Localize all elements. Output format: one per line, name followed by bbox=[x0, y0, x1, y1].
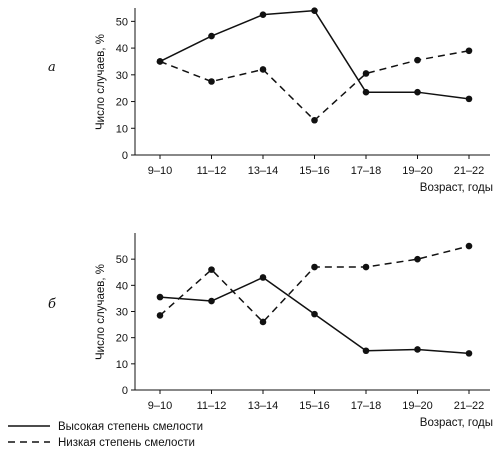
data-point bbox=[156, 58, 164, 65]
data-point bbox=[414, 88, 421, 96]
panel-title: а bbox=[48, 60, 56, 75]
x-tick-label: 15–16 bbox=[299, 400, 330, 412]
data-point bbox=[362, 263, 370, 271]
data-point bbox=[414, 56, 421, 64]
data-point bbox=[259, 11, 267, 18]
data-point bbox=[362, 347, 370, 355]
chart-panel-a: а 0 10 20 30 40 50 9–10 11–12 13–14 15–16 17–18 19–2… bbox=[48, 7, 493, 194]
x-axis-label: Возраст, годы bbox=[420, 417, 493, 429]
y-tick-label: 40 bbox=[116, 43, 128, 55]
x-tick-label: 17–18 bbox=[351, 400, 382, 412]
y-tick-label: 50 bbox=[116, 254, 128, 266]
data-point bbox=[465, 95, 473, 103]
data-point bbox=[156, 312, 164, 319]
data-point bbox=[259, 318, 267, 326]
y-tick-label: 10 bbox=[116, 359, 128, 371]
data-point bbox=[362, 70, 370, 77]
data-point bbox=[414, 255, 421, 263]
x-tick-label: 19–20 bbox=[402, 400, 433, 412]
x-tick-label: 9–10 bbox=[148, 165, 172, 177]
y-axis-label: Число случаев, % bbox=[95, 264, 107, 360]
chart-panel-b: б 0 10 20 30 40 50 9–10 11–12 13–14 15–16 17–18 19–2… bbox=[48, 233, 493, 429]
data-point bbox=[259, 274, 267, 281]
legend-label-high: Высокая степень смелости bbox=[58, 421, 203, 433]
data-point bbox=[208, 32, 215, 40]
series-line-low bbox=[159, 50, 470, 122]
data-point bbox=[311, 310, 318, 318]
x-tick-label: 13–14 bbox=[248, 400, 279, 412]
data-point bbox=[208, 297, 215, 305]
data-point bbox=[465, 350, 473, 357]
x-tick-label: 9–10 bbox=[148, 400, 172, 412]
y-tick-label: 40 bbox=[116, 280, 128, 292]
x-tick-label: 13–14 bbox=[248, 165, 279, 177]
y-tick-label: 10 bbox=[116, 123, 128, 135]
x-tick-label: 15–16 bbox=[299, 165, 330, 177]
y-tick-label: 20 bbox=[116, 333, 128, 345]
data-point bbox=[311, 7, 318, 14]
data-point bbox=[465, 47, 473, 55]
y-tick-label: 0 bbox=[122, 385, 128, 397]
x-tick-label: 21–22 bbox=[454, 400, 485, 412]
legend-label-low: Низкая степень смелости bbox=[58, 437, 195, 449]
panel-title: б bbox=[48, 297, 56, 312]
x-tick-label: 19–20 bbox=[402, 165, 433, 177]
data-point bbox=[259, 66, 267, 73]
data-point bbox=[208, 266, 215, 273]
series-line-high bbox=[159, 9, 470, 100]
x-axis-label: Возраст, годы bbox=[420, 182, 493, 194]
y-tick-label: 0 bbox=[122, 150, 128, 162]
y-axis-label: Число случаев, % bbox=[95, 34, 107, 130]
x-tick-label: 11–12 bbox=[197, 400, 227, 412]
y-tick-label: 30 bbox=[116, 307, 128, 319]
data-point bbox=[311, 263, 318, 271]
data-point bbox=[465, 242, 473, 250]
y-tick-label: 50 bbox=[116, 16, 128, 28]
data-point bbox=[414, 346, 421, 353]
chart-legend: Высокая степень смелости Низкая степень … bbox=[8, 421, 203, 449]
data-point bbox=[156, 293, 164, 301]
y-tick-label: 20 bbox=[116, 97, 128, 109]
data-point bbox=[208, 78, 215, 85]
series-line-low bbox=[159, 245, 470, 323]
data-point bbox=[311, 116, 318, 124]
y-tick-label: 30 bbox=[116, 70, 128, 82]
x-tick-label: 21–22 bbox=[454, 165, 485, 177]
x-tick-label: 17–18 bbox=[351, 165, 382, 177]
x-tick-label: 11–12 bbox=[197, 165, 227, 177]
data-point bbox=[362, 88, 370, 96]
